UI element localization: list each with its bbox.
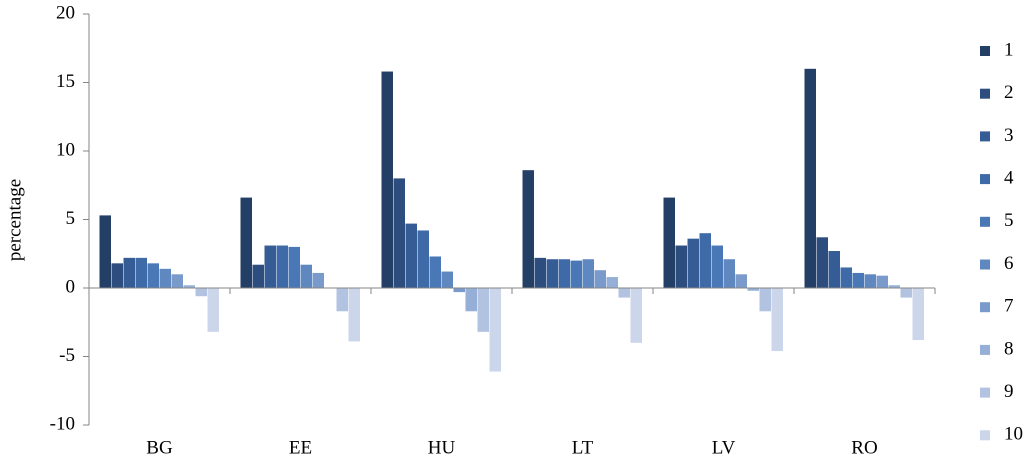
bar: [594, 270, 606, 288]
bar: [405, 223, 417, 288]
bar: [723, 259, 735, 288]
x-tick-label: RO: [851, 437, 877, 458]
bar: [687, 238, 699, 288]
legend-swatch: [980, 88, 990, 99]
legend-swatch: [980, 259, 990, 270]
bar: [489, 288, 501, 372]
bar: [747, 288, 759, 291]
legend-label: 10: [1004, 424, 1023, 445]
bar: [876, 275, 888, 288]
bar: [546, 259, 558, 288]
bar: [522, 170, 534, 288]
bar: [264, 245, 276, 288]
y-tick-label: -5: [59, 345, 75, 366]
bar: [429, 256, 441, 288]
bar: [534, 257, 546, 288]
bar: [711, 245, 723, 288]
bar: [771, 288, 783, 352]
bar: [276, 245, 288, 288]
bar: [759, 288, 771, 312]
legend-label: 7: [1004, 296, 1014, 317]
x-tick-label: BG: [146, 437, 173, 458]
x-tick-label: EE: [289, 437, 312, 458]
y-tick-label: 20: [56, 2, 75, 23]
y-tick-label: 0: [66, 276, 76, 297]
legend-swatch: [980, 387, 990, 398]
bar: [606, 277, 618, 288]
bar: [240, 197, 252, 288]
legend-label: 6: [1004, 253, 1014, 274]
legend-swatch: [980, 131, 990, 142]
bar: [735, 274, 747, 288]
bar: [804, 68, 816, 288]
bar: [252, 264, 264, 288]
bar: [135, 257, 147, 288]
bar: [417, 230, 429, 288]
x-tick-label: LV: [712, 437, 736, 458]
bar: [336, 288, 348, 312]
legend-label: 9: [1004, 381, 1014, 402]
bar: [816, 237, 828, 288]
x-tick-label: HU: [428, 437, 456, 458]
y-tick-label: 10: [56, 139, 75, 160]
legend-swatch: [980, 344, 990, 355]
y-axis-label: percentage: [4, 179, 25, 261]
bar: [570, 260, 582, 288]
bar: [111, 263, 123, 288]
bar: [453, 288, 465, 293]
bar: [852, 272, 864, 288]
bar: [288, 246, 300, 288]
legend-label: 1: [1004, 39, 1014, 60]
bar: [630, 288, 642, 343]
y-tick-label: -10: [50, 413, 75, 434]
legend-swatch: [980, 302, 990, 313]
bar: [159, 268, 171, 288]
legend-swatch: [980, 430, 990, 441]
bar: [465, 288, 477, 312]
bar: [477, 288, 489, 332]
bar: [699, 233, 711, 288]
bar: [171, 274, 183, 288]
x-tick-label: LT: [572, 437, 594, 458]
bar: [393, 178, 405, 288]
legend-label: 4: [1004, 167, 1014, 188]
legend-label: 5: [1004, 210, 1014, 231]
bar: [864, 274, 876, 288]
legend-swatch: [980, 46, 990, 56]
bar: [582, 259, 594, 288]
legend-swatch: [980, 174, 990, 185]
bar: [441, 271, 453, 288]
bar: [888, 285, 900, 288]
bar: [558, 259, 570, 288]
bar: [348, 288, 360, 342]
legend-label: 8: [1004, 338, 1014, 359]
bar: [663, 197, 675, 288]
bar: [99, 215, 111, 288]
bar: [900, 288, 912, 298]
bar: [828, 251, 840, 288]
legend-label: 2: [1004, 82, 1014, 103]
bar: [300, 264, 312, 288]
bar: [381, 71, 393, 288]
bar: [618, 288, 630, 298]
bar: [183, 285, 195, 288]
bar: [912, 288, 924, 341]
bar: [195, 288, 207, 297]
bar: [840, 267, 852, 288]
bar: [123, 257, 135, 288]
bar: [675, 245, 687, 288]
y-tick-label: 15: [56, 71, 75, 92]
legend-swatch: [980, 216, 990, 227]
legend-label: 3: [1004, 125, 1014, 146]
bar: [207, 288, 219, 332]
y-tick-label: 5: [66, 208, 76, 229]
bar: [312, 272, 324, 288]
bar: [147, 263, 159, 288]
